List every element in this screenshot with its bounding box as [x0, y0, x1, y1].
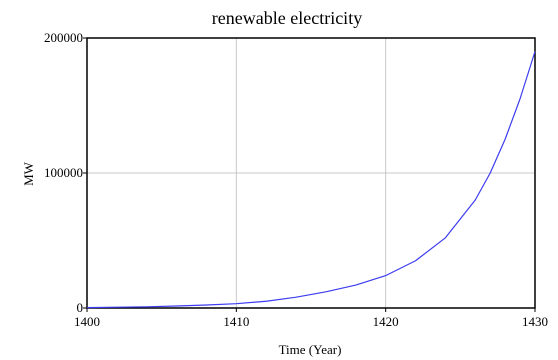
y-axis-ticks: 0 100000 200000 [44, 30, 87, 315]
series-line [86, 51, 536, 309]
x-axis-label: Time (Year) [279, 342, 342, 357]
series-layer [86, 51, 536, 309]
grid-lines [87, 38, 535, 308]
x-tick-label: 1410 [223, 314, 249, 329]
y-tick-label: 0 [77, 300, 84, 315]
y-tick-label: 100000 [44, 165, 83, 180]
x-tick-label: 1400 [74, 314, 100, 329]
x-tick-label: 1430 [522, 314, 548, 329]
x-axis-ticks: 1400 1410 1420 1430 [74, 308, 548, 329]
y-axis-label: MW [21, 161, 36, 186]
y-tick-label: 200000 [44, 30, 83, 45]
chart-title: renewable electricity [212, 8, 362, 28]
x-tick-label: 1420 [373, 314, 399, 329]
